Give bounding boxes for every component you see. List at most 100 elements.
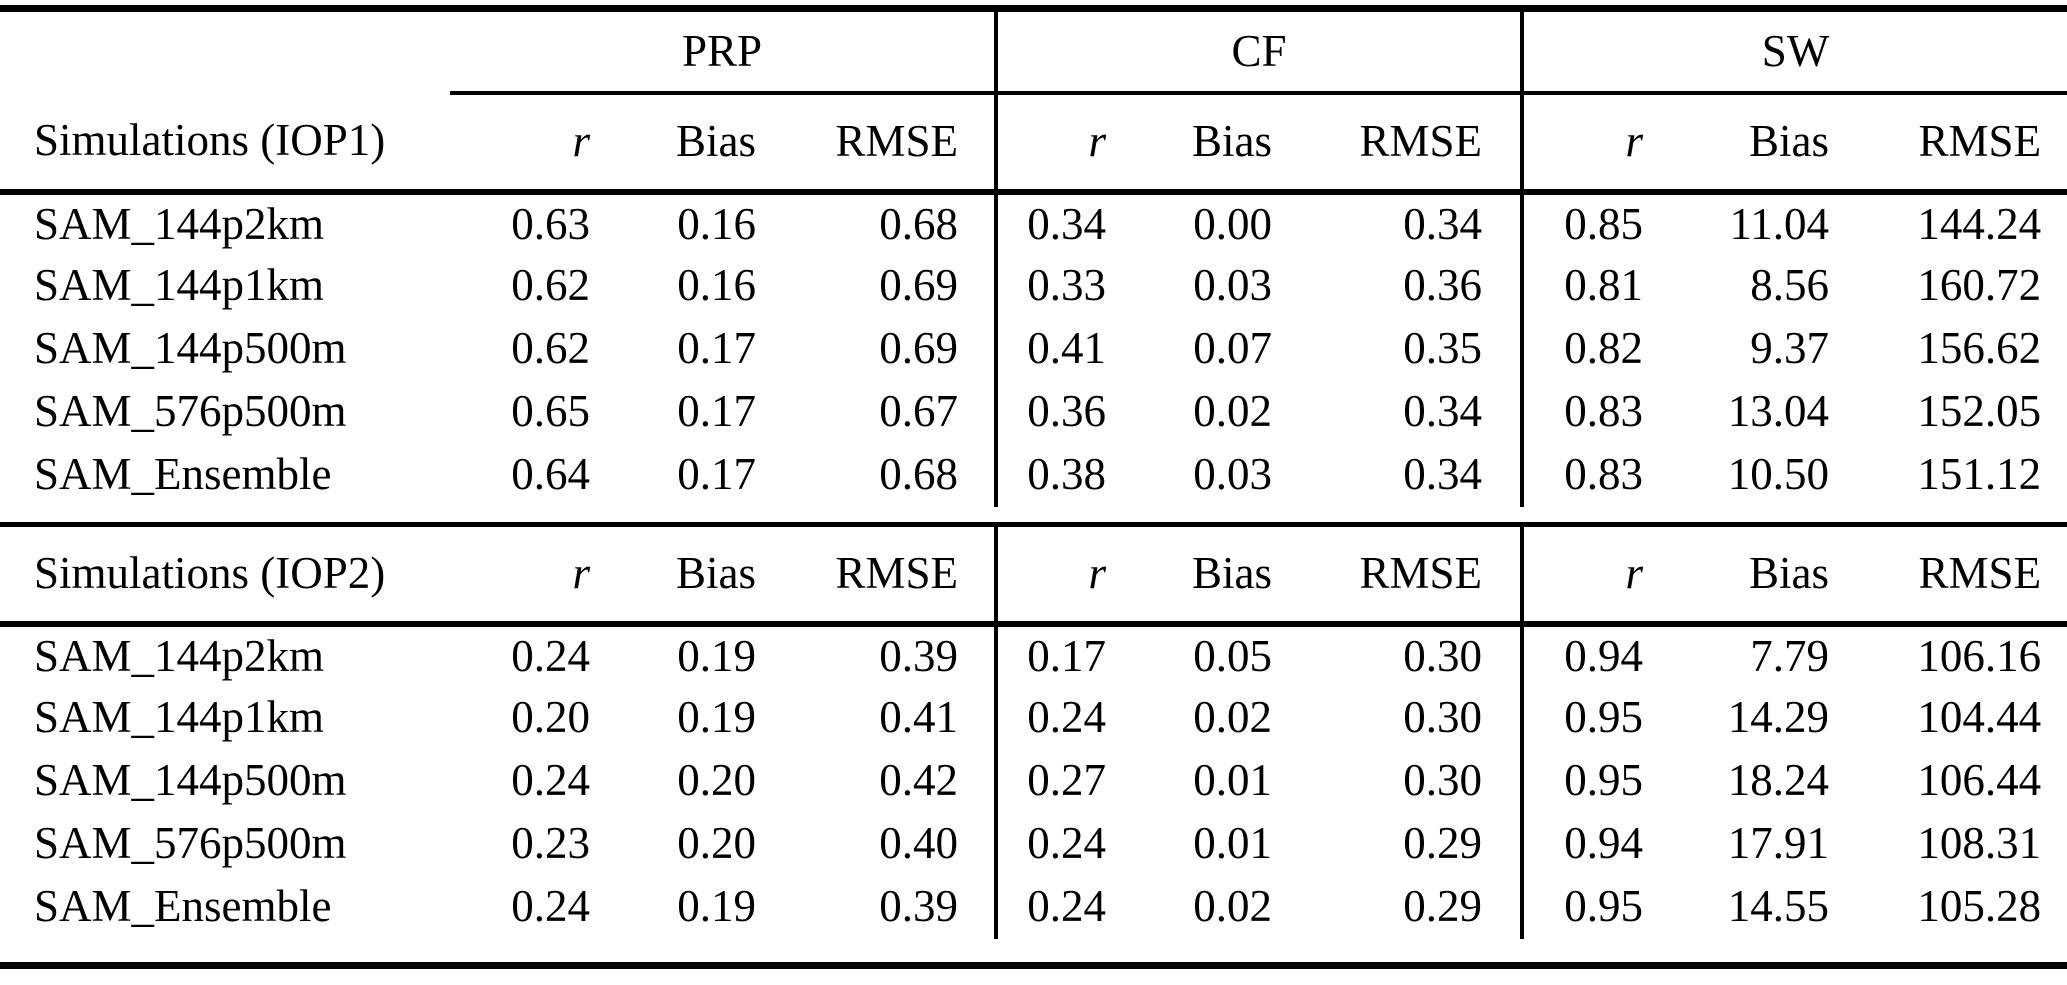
header-cf-rmse: RMSE <box>1272 92 1523 195</box>
group-header-row: PRP CF SW <box>0 5 2067 95</box>
metric-value: 0.16 <box>677 198 756 249</box>
rule-spacer <box>0 938 2067 969</box>
metric-value: 13.04 <box>1727 386 1830 437</box>
metric-value: 0.02 <box>1193 386 1272 437</box>
metric-value: 0.29 <box>1403 818 1483 869</box>
metric-value: 108.31 <box>1917 818 2042 869</box>
metric-value: 8.56 <box>1750 260 1830 311</box>
statistics-table: PRP CF SW Simulations (IOP1) r Bias RMSE… <box>0 5 2067 969</box>
header-prp-rmse: RMSE <box>756 524 996 627</box>
row-label: SAM_Ensemble <box>34 449 332 500</box>
header-cf-r: r <box>994 92 1106 195</box>
metric-value: 144.24 <box>1917 198 2042 249</box>
metric-value: 0.94 <box>1520 812 1644 876</box>
metric-value: 0.95 <box>1520 875 1644 939</box>
metric-value: 0.16 <box>677 260 756 311</box>
metric-value: 0.19 <box>677 630 756 681</box>
row-label: SAM_144p2km <box>34 630 325 681</box>
metric-value: 14.29 <box>1727 692 1830 743</box>
rule-spacer <box>0 506 2067 527</box>
row-label: SAM_144p1km <box>34 692 325 743</box>
metric-value: 0.00 <box>1193 198 1272 249</box>
metric-value: 18.24 <box>1727 755 1830 806</box>
bottom-rule <box>0 938 2067 969</box>
metric-value: 0.68 <box>879 198 958 249</box>
metric-value: 0.95 <box>1520 686 1644 750</box>
header-cf-bias: Bias <box>1106 92 1272 195</box>
table-row: SAM_144p500m 0.24 0.20 0.42 0.27 0.01 0.… <box>0 749 2067 813</box>
column-header-row-iop1: Simulations (IOP1) r Bias RMSE r Bias RM… <box>0 92 2067 195</box>
table-row: SAM_144p2km 0.63 0.16 0.68 0.34 0.00 0.3… <box>0 191 2067 255</box>
metric-value: 104.44 <box>1917 692 2042 743</box>
header-cf-bias: Bias <box>1106 524 1272 627</box>
header-cf-rmse: RMSE <box>1272 524 1523 627</box>
metric-value: 0.38 <box>994 443 1106 507</box>
metric-value: 0.83 <box>1520 443 1644 507</box>
metric-value: 0.81 <box>1520 254 1644 318</box>
metric-value: 0.17 <box>994 623 1106 687</box>
metric-value: 0.41 <box>879 692 958 743</box>
metric-value: 0.17 <box>677 323 756 374</box>
section-header-iop1: Simulations (IOP1) <box>0 92 450 195</box>
metric-value: 0.07 <box>1193 323 1272 374</box>
group-header-cf: CF <box>993 5 1523 95</box>
table-row: SAM_576p500m 0.23 0.20 0.40 0.24 0.01 0.… <box>0 812 2067 876</box>
metric-value: 0.62 <box>511 323 590 374</box>
metric-value: 0.39 <box>879 630 958 681</box>
metric-value: 106.44 <box>1917 755 2042 806</box>
metric-value: 152.05 <box>1917 386 2042 437</box>
metric-value: 156.62 <box>1917 323 2042 374</box>
metric-value: 0.34 <box>994 191 1106 255</box>
metric-value: 0.39 <box>879 881 958 932</box>
metric-value: 0.83 <box>1520 380 1644 444</box>
header-sw-rmse: RMSE <box>1829 92 2067 195</box>
metric-value: 105.28 <box>1917 881 2042 932</box>
metric-value: 0.41 <box>994 317 1106 381</box>
metric-value: 17.91 <box>1727 818 1830 869</box>
row-label: SAM_144p1km <box>34 260 325 311</box>
metric-value: 11.04 <box>1729 198 1830 249</box>
metric-value: 0.63 <box>511 198 590 249</box>
metric-value: 9.37 <box>1750 323 1830 374</box>
metric-value: 0.65 <box>511 386 590 437</box>
metric-value: 0.24 <box>511 881 590 932</box>
metric-value: 0.95 <box>1520 749 1644 813</box>
metric-value: 160.72 <box>1917 260 2042 311</box>
group-header-prp: PRP <box>450 5 996 95</box>
metric-value: 0.36 <box>994 380 1106 444</box>
row-label: SAM_576p500m <box>34 818 347 869</box>
metric-value: 0.17 <box>677 449 756 500</box>
header-sw-r: r <box>1520 524 1644 627</box>
metric-value: 0.33 <box>994 254 1106 318</box>
metric-value: 7.79 <box>1750 630 1830 681</box>
metric-value: 0.24 <box>994 686 1106 750</box>
metric-value: 0.34 <box>1403 449 1483 500</box>
metric-value: 0.19 <box>677 881 756 932</box>
group-header-sw: SW <box>1520 5 2067 95</box>
metric-value: 0.85 <box>1520 191 1644 255</box>
metric-value: 0.03 <box>1193 260 1272 311</box>
row-label: SAM_144p500m <box>34 323 347 374</box>
metric-value: 0.01 <box>1193 755 1272 806</box>
metric-value: 0.82 <box>1520 317 1644 381</box>
metric-value: 0.03 <box>1193 449 1272 500</box>
section-divider <box>0 506 2067 527</box>
section-header-iop2: Simulations (IOP2) <box>0 524 450 627</box>
metric-value: 0.67 <box>879 386 958 437</box>
metric-value: 0.19 <box>677 692 756 743</box>
metric-value: 0.24 <box>994 875 1106 939</box>
metric-value: 0.24 <box>511 755 590 806</box>
metric-value: 0.01 <box>1193 818 1272 869</box>
metric-value: 0.62 <box>511 260 590 311</box>
metric-value: 0.69 <box>879 260 958 311</box>
row-label: SAM_144p500m <box>34 755 347 806</box>
metric-value: 0.17 <box>677 386 756 437</box>
metric-value: 0.23 <box>511 818 590 869</box>
metric-value: 0.27 <box>994 749 1106 813</box>
table-row: SAM_Ensemble 0.64 0.17 0.68 0.38 0.03 0.… <box>0 443 2067 507</box>
metric-value: 106.16 <box>1917 630 2042 681</box>
metric-value: 0.20 <box>511 692 590 743</box>
metric-value: 0.40 <box>879 818 958 869</box>
header-cf-r: r <box>994 524 1106 627</box>
metric-value: 0.30 <box>1403 692 1483 743</box>
